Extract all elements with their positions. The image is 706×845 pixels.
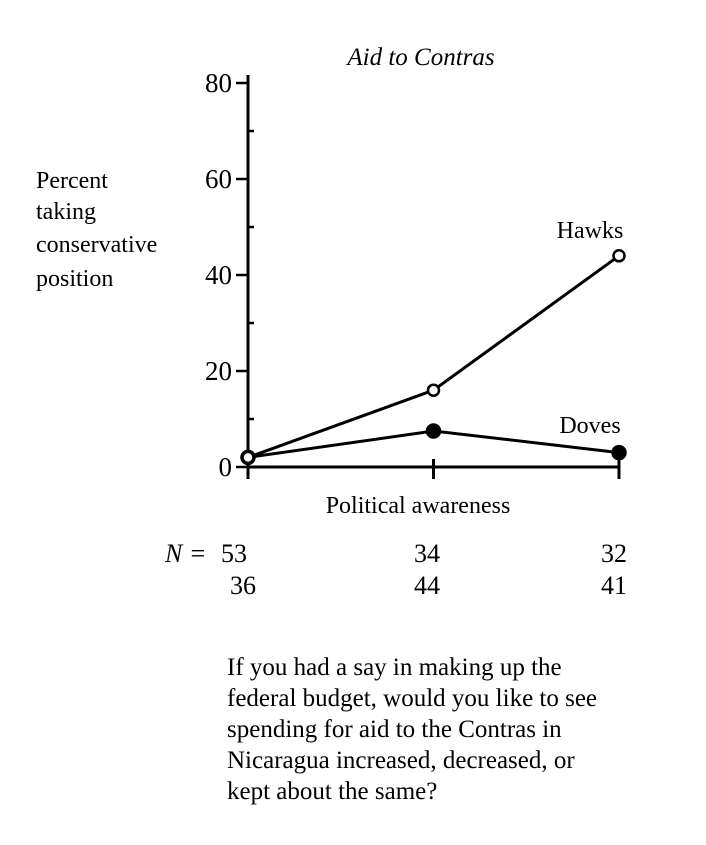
n-value: 32 <box>601 539 627 568</box>
series-markers <box>240 249 627 466</box>
n-prefix: N = <box>165 539 207 568</box>
n-value: 44 <box>414 571 440 600</box>
y-tick-label: 60 <box>205 164 232 194</box>
line-chart: Aid to Contras Percent taking conservati… <box>36 44 627 519</box>
data-point-hawks <box>426 383 441 397</box>
y-ticks: 0 20 40 60 80 <box>205 68 254 482</box>
y-tick-label: 0 <box>219 452 233 482</box>
chart-title: Aid to Contras <box>345 44 494 71</box>
y-axis-label-line: position <box>36 266 113 292</box>
n-value: 34 <box>414 539 440 568</box>
n-row-hawks: N = 53 34 32 <box>0 539 706 571</box>
data-point-hawks <box>241 450 255 465</box>
data-point-hawks <box>612 249 626 263</box>
y-axis-label-line: conservative <box>36 232 157 258</box>
survey-question: If you had a say in making up the federa… <box>227 652 697 807</box>
y-axis-label-line: taking <box>36 199 96 225</box>
n-row-doves: 36 44 41 <box>0 571 706 603</box>
y-tick-label: 20 <box>205 356 232 386</box>
y-tick-label: 80 <box>205 68 232 98</box>
n-value: 53 <box>221 539 247 568</box>
axes <box>246 75 621 479</box>
y-tick-label: 40 <box>205 260 232 290</box>
data-point-doves <box>425 423 442 439</box>
question-line: If you had a say in making up the <box>227 654 562 681</box>
question-line: kept about the same? <box>227 778 438 805</box>
data-point-doves <box>611 444 627 461</box>
y-axis-label-line: Percent <box>36 168 108 194</box>
x-axis-label: Political awareness <box>326 493 511 519</box>
series-label-doves: Doves <box>559 413 620 439</box>
n-value: 41 <box>601 571 627 600</box>
question-line: federal budget, would you like to see <box>227 685 598 712</box>
n-value: 36 <box>230 571 256 600</box>
series-label-hawks: Hawks <box>557 218 624 244</box>
question-line: spending for aid to the Contras in <box>227 716 562 743</box>
y-axis-label: Percent taking conservative position <box>36 168 157 292</box>
question-line: Nicaragua increased, decreased, or <box>227 747 575 774</box>
